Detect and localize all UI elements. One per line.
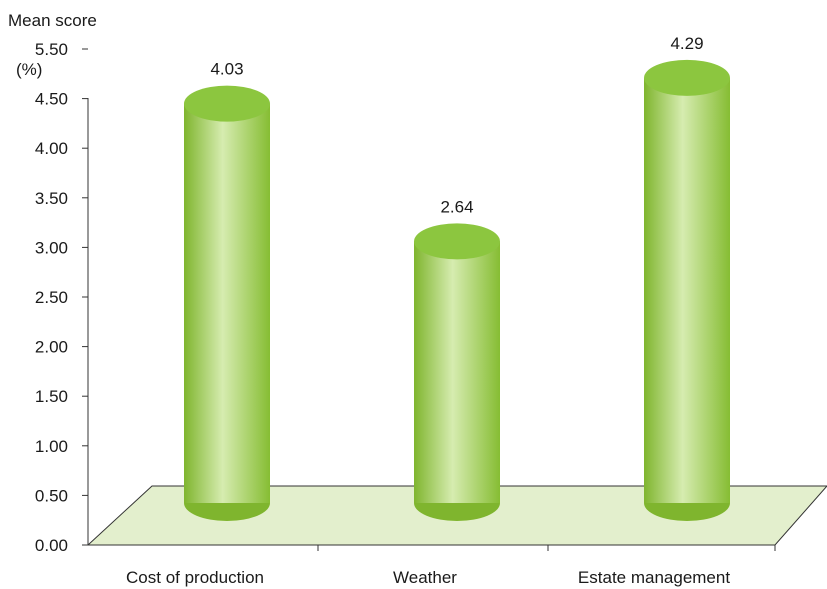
bar-top: [644, 59, 730, 96]
bar-body: [644, 77, 730, 504]
bar: [414, 223, 500, 521]
category-label: Weather: [393, 568, 457, 587]
y-tick-label: 0.50: [35, 486, 68, 505]
value-label: 4.03: [210, 60, 243, 79]
value-label: 2.64: [440, 197, 473, 216]
bar: [644, 59, 730, 521]
y-tick-label: 1.50: [35, 387, 68, 406]
bar-body: [414, 241, 500, 503]
y-tick-label: 4.50: [35, 90, 68, 109]
y-tick-label: 5.50: [35, 40, 68, 59]
x-axis-ticks: [317, 545, 776, 551]
bar-top: [414, 223, 500, 260]
bar-top: [184, 85, 270, 122]
y-tick-label: 1.00: [35, 437, 68, 456]
y-axis-ticks: 0.00 0.50 1.00 1.50 2.00 2.50 3.00 3.50 4.00 4.50…: [35, 40, 88, 555]
bars: [184, 59, 730, 521]
category-label: Cost of production: [126, 568, 264, 587]
y-tick-label: 2.50: [35, 288, 68, 307]
bar-body: [184, 103, 270, 503]
y-tick-label: 0.00: [35, 536, 68, 555]
chart-title: Mean score: [8, 11, 97, 30]
category-label: Estate management: [578, 568, 730, 587]
y-axis-label: (%): [16, 60, 42, 79]
y-tick-label: 3.00: [35, 238, 68, 257]
category-labels: Cost of production Weather Estate manageme…: [126, 568, 730, 587]
y-tick-label: 3.50: [35, 189, 68, 208]
y-tick-label: 4.00: [35, 139, 68, 158]
bar: [184, 85, 270, 521]
value-labels: 4.03 2.64 4.29: [210, 34, 703, 217]
value-label: 4.29: [670, 34, 703, 53]
y-tick-label: 2.00: [35, 338, 68, 357]
